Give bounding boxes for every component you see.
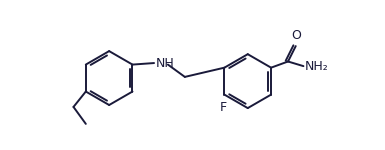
Text: F: F bbox=[219, 101, 226, 114]
Text: NH₂: NH₂ bbox=[305, 60, 329, 73]
Text: NH: NH bbox=[156, 57, 174, 70]
Text: O: O bbox=[291, 29, 301, 42]
